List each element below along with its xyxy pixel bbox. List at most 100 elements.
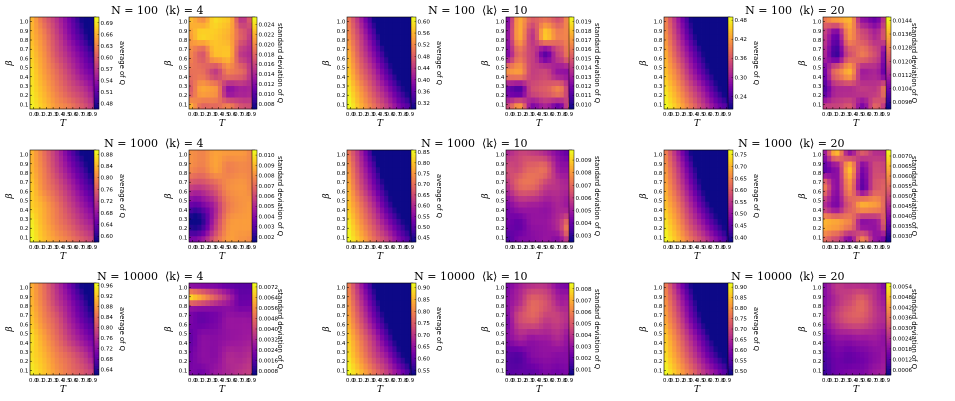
heatmap-cell	[563, 196, 569, 203]
heatmap-cell	[201, 184, 206, 191]
x-axis-label: T	[853, 252, 860, 262]
heatmap-cell	[46, 74, 51, 81]
heatmap-cell	[209, 57, 215, 64]
heatmap-cell	[392, 178, 397, 185]
heatmap-cell	[384, 74, 389, 81]
heatmap-cell	[688, 51, 694, 58]
heatmap-cell	[396, 68, 401, 75]
heatmap-cell	[87, 224, 93, 231]
heatmap-cell	[222, 346, 227, 353]
heatmap-cell	[404, 74, 410, 81]
heatmap-cell	[79, 184, 84, 191]
colorbar-segment	[569, 152, 574, 155]
heatmap-cell	[404, 45, 410, 52]
heatmap-cell	[396, 103, 401, 110]
heatmap-cell	[213, 288, 219, 295]
heatmap-cell	[63, 207, 68, 214]
heatmap-cell	[518, 97, 523, 104]
colorbar-left: 0.880.840.800.760.720.680.640.60average …	[93, 149, 126, 243]
heatmap-cell	[688, 45, 694, 52]
heatmap-cell	[539, 207, 544, 214]
heatmap-cell	[58, 224, 64, 231]
heatmap-cell	[876, 155, 882, 162]
x-tick-label: 0.9	[405, 245, 414, 251]
heatmap-cell	[835, 150, 840, 157]
heatmap-cell	[672, 40, 677, 47]
heatmap-cell	[87, 363, 93, 370]
heatmap-cell	[217, 86, 223, 93]
x-tick-label: 0.6	[861, 112, 870, 118]
colorbar-tick-label: 0.64	[101, 368, 114, 374]
heatmap-cell	[58, 91, 64, 98]
heatmap-cell	[555, 34, 560, 41]
heatmap-cell	[827, 236, 832, 243]
heatmap-cell	[551, 167, 556, 174]
colorbar-segment	[252, 214, 257, 217]
heatmap-cell	[680, 230, 685, 237]
heatmap-cell	[688, 230, 694, 237]
heatmap-cell	[230, 311, 235, 318]
x-tick-label: 0.5	[221, 378, 230, 384]
heatmap-cell	[713, 167, 718, 174]
heatmap-cell	[355, 51, 360, 58]
heatmap-cell	[713, 34, 718, 41]
heatmap-cell	[363, 74, 368, 81]
heatmap-cell	[197, 34, 202, 41]
heatmap-cell	[831, 91, 836, 98]
heatmap-cell	[371, 68, 377, 75]
heatmap-cell	[380, 167, 385, 174]
heatmap-cell	[856, 68, 861, 75]
heatmap-cell	[234, 340, 239, 347]
heatmap-cell	[831, 97, 836, 104]
heatmap-cell	[34, 80, 39, 87]
heatmap-cell	[242, 201, 248, 208]
colorbar-tick-label: 0.020	[259, 42, 275, 48]
heatmap-cell	[201, 219, 206, 226]
colorbar-segment	[728, 53, 733, 57]
heatmap-cell	[551, 22, 556, 29]
heatmap-cell	[34, 68, 39, 75]
heatmap-cell	[79, 34, 84, 41]
colorbar-segment	[252, 28, 257, 32]
heatmap-cell	[847, 190, 853, 197]
y-tick-label: 0.1	[654, 102, 663, 108]
colorbar-segment	[728, 69, 733, 73]
heatmap-cell	[222, 155, 227, 162]
colorbar-segment	[728, 81, 733, 84]
heatmap-cell	[222, 317, 227, 324]
heatmap-cell	[868, 22, 873, 29]
heatmap-cell	[717, 161, 723, 168]
y-tick-label: 0.6	[654, 189, 663, 195]
heatmap-cell	[222, 352, 227, 359]
heatmap-cell	[234, 207, 239, 214]
colorbar-tick-label: 0.80	[418, 161, 431, 167]
heatmap-cell	[555, 22, 560, 29]
y-tick-label: 0.9	[179, 29, 188, 35]
heatmap-cell	[547, 167, 552, 174]
colorbar-tick-label: 0.0144	[893, 18, 913, 24]
heatmap-cell	[367, 22, 373, 29]
heatmap-cell	[880, 201, 886, 208]
colorbar-segment	[94, 212, 99, 215]
heatmap-cell	[363, 173, 368, 180]
heatmap-cell	[54, 150, 60, 157]
heatmap-cell	[526, 68, 532, 75]
heatmap-cell	[555, 236, 560, 243]
y-tick-label: 0.1	[813, 102, 822, 108]
colorbar-segment	[411, 237, 416, 240]
colorbar-tick-label: 0.004	[259, 214, 275, 220]
heatmap-cell	[222, 150, 227, 157]
heatmap-cell	[79, 51, 84, 58]
heatmap-cell	[396, 80, 401, 87]
heatmap-cell	[193, 300, 198, 307]
heatmap-cell	[222, 161, 227, 168]
heatmap-cell	[860, 236, 865, 243]
colorbar-segment	[94, 368, 99, 371]
heatmap-cell	[835, 68, 840, 75]
heatmap-cell	[563, 22, 569, 29]
heatmap-cell	[87, 306, 93, 313]
heatmap-cell	[363, 103, 368, 110]
heatmap-cell	[721, 207, 727, 214]
heatmap-cell	[396, 91, 401, 98]
heatmap-cell	[510, 103, 515, 110]
